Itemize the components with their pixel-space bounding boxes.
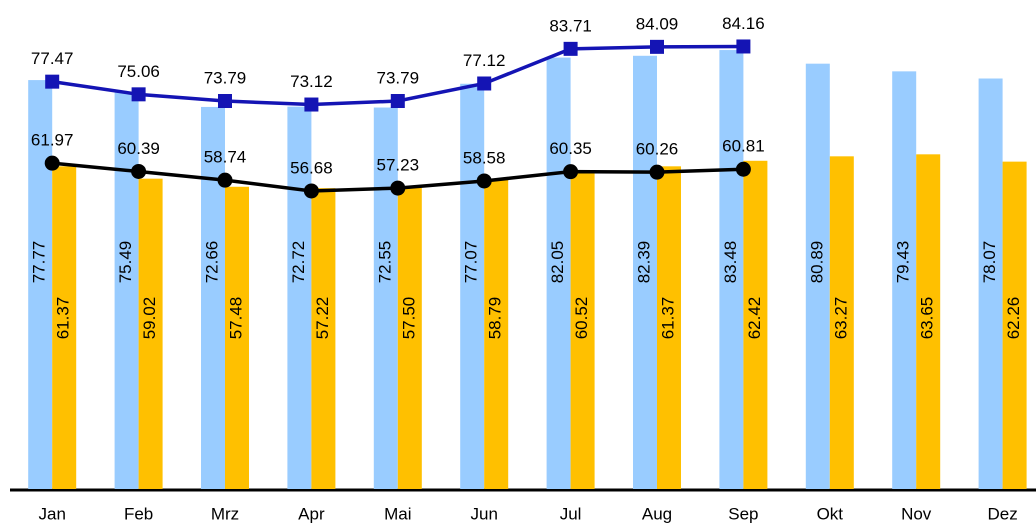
line-marker xyxy=(477,76,492,91)
line-marker xyxy=(44,155,60,171)
bar-value-label: 58.79 xyxy=(486,297,505,340)
line-marker xyxy=(217,172,233,188)
line-value-label: 77.47 xyxy=(31,49,74,68)
bar xyxy=(978,78,1003,490)
bar xyxy=(28,80,53,489)
bar-value-label: 78.07 xyxy=(980,241,999,284)
x-tick-label: Mai xyxy=(384,504,411,523)
bar xyxy=(805,63,830,489)
line-value-label: 58.74 xyxy=(204,148,247,167)
line-marker xyxy=(650,39,664,54)
bar xyxy=(916,154,941,489)
line-value-label: 77.12 xyxy=(463,51,506,70)
bar xyxy=(719,50,744,490)
bar xyxy=(225,186,249,489)
line-marker xyxy=(45,74,60,89)
line-value-label: 73.79 xyxy=(204,68,247,87)
line-value-label: 60.26 xyxy=(636,140,679,159)
bar xyxy=(892,71,917,490)
bar-value-label: 79.43 xyxy=(894,241,913,284)
bar xyxy=(1002,161,1027,489)
bar xyxy=(114,92,139,489)
line-marker xyxy=(563,41,578,56)
line-value-label: 83.71 xyxy=(549,16,592,35)
line-marker xyxy=(476,173,492,189)
line-marker xyxy=(563,164,579,180)
bar xyxy=(829,156,854,489)
bar-value-label: 61.37 xyxy=(658,297,677,340)
bar-value-label: 77.07 xyxy=(462,241,481,284)
bar-value-label: 61.37 xyxy=(54,297,73,340)
x-tick-label: Jan xyxy=(38,504,65,523)
x-tick-label: Aug xyxy=(642,504,672,523)
bar-value-label: 57.22 xyxy=(313,297,332,340)
bar-value-label: 63.27 xyxy=(831,297,850,340)
line-value-label: 61.97 xyxy=(31,131,74,150)
line-value-label: 60.81 xyxy=(722,137,765,156)
x-tick-label: Jun xyxy=(470,504,497,523)
line-marker xyxy=(735,161,751,177)
bar xyxy=(633,55,657,490)
x-tick-label: Dez xyxy=(987,504,1017,523)
x-tick-label: Sep xyxy=(728,504,758,523)
bar xyxy=(397,186,422,489)
line-marker xyxy=(131,163,147,179)
bar-value-label: 62.42 xyxy=(745,297,764,340)
line-marker xyxy=(390,180,406,196)
bar xyxy=(460,83,485,489)
line-value-label: 75.06 xyxy=(117,62,160,81)
line-marker xyxy=(390,94,405,109)
line-value-label: 84.09 xyxy=(636,14,679,33)
bar-value-label: 72.72 xyxy=(289,241,308,284)
bar-value-label: 63.65 xyxy=(918,297,937,340)
bar-value-label: 77.77 xyxy=(30,241,49,284)
bar-value-label: 75.49 xyxy=(116,241,135,284)
bar-value-label: 83.48 xyxy=(721,241,740,284)
bar xyxy=(484,179,509,489)
x-tick-label: Apr xyxy=(298,504,325,523)
line-value-label: 60.35 xyxy=(549,139,592,158)
bar xyxy=(657,166,681,490)
line-value-label: 56.68 xyxy=(290,158,333,177)
x-tick-label: Feb xyxy=(124,504,153,523)
x-tick-label: Nov xyxy=(901,504,932,523)
bar-value-label: 62.26 xyxy=(1004,297,1023,340)
line-marker xyxy=(649,164,665,180)
bar-value-label: 57.48 xyxy=(226,297,245,340)
bar-value-label: 57.50 xyxy=(399,297,418,340)
line-value-label: 73.79 xyxy=(377,68,420,87)
bar xyxy=(138,178,163,489)
bar xyxy=(743,160,768,489)
bar xyxy=(311,188,336,489)
line-marker xyxy=(304,97,319,112)
bar xyxy=(570,170,595,490)
x-tick-label: Jul xyxy=(560,504,582,523)
line-value-label: 84.16 xyxy=(722,14,765,33)
x-tick-label: Okt xyxy=(817,504,844,523)
x-tick-label: Mrz xyxy=(211,504,239,523)
bar xyxy=(287,106,312,489)
line-value-label: 58.58 xyxy=(463,148,506,167)
bar-value-label: 72.55 xyxy=(375,241,394,284)
bar-value-label: 80.89 xyxy=(807,241,826,284)
line-marker xyxy=(218,94,232,109)
line-value-label: 60.39 xyxy=(117,139,160,158)
bar-value-label: 60.52 xyxy=(572,297,591,340)
line-value-label: 73.12 xyxy=(290,72,333,91)
bar-value-label: 59.02 xyxy=(140,297,159,340)
bar xyxy=(201,106,225,489)
bar xyxy=(52,166,77,490)
bar-value-label: 82.05 xyxy=(548,241,567,284)
bar-value-label: 82.39 xyxy=(634,241,653,284)
bar xyxy=(373,107,398,490)
bar-value-label: 72.66 xyxy=(202,241,221,284)
line-value-label: 57.23 xyxy=(377,156,420,175)
line-marker xyxy=(303,183,319,199)
line-marker xyxy=(131,87,146,102)
line-marker xyxy=(736,39,751,54)
bar xyxy=(546,57,571,489)
